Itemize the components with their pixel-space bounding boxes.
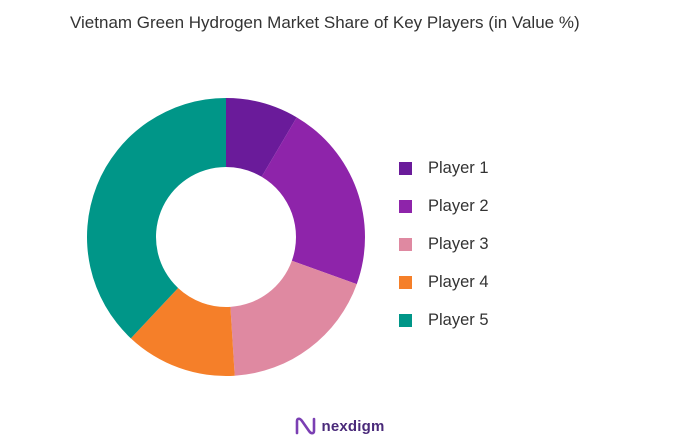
legend-swatch [399,161,412,175]
chart-title: Vietnam Green Hydrogen Market Share of K… [70,13,580,32]
legend-swatch [399,313,412,327]
legend-item-player-3: Player 3 [399,233,489,255]
legend-label: Player 2 [428,196,489,215]
legend-label: Player 1 [428,158,489,177]
slice-player-2 [261,117,365,285]
slice-player-5 [87,97,226,339]
legend-item-player-1: Player 1 [399,157,489,179]
slice-player-4 [130,288,235,376]
legend-label: Player 5 [428,310,489,329]
legend-swatch [399,237,412,251]
legend-label: Player 3 [428,234,489,253]
legend-swatch [399,275,412,289]
slice-player-1 [226,98,297,177]
brand-name: nexdigm [321,417,385,435]
nexdigm-logo-icon [295,416,317,436]
legend-swatch [399,199,412,213]
brand-footer: nexdigm [0,416,680,436]
legend-item-player-2: Player 2 [399,195,489,217]
chart-legend: Player 1 Player 2 Player 3 Player 4 Player 5 [399,157,489,347]
legend-item-player-4: Player 4 [399,271,489,293]
slice-player-3 [230,260,357,376]
legend-item-player-5: Player 5 [399,309,489,331]
legend-label: Player 4 [428,272,489,291]
